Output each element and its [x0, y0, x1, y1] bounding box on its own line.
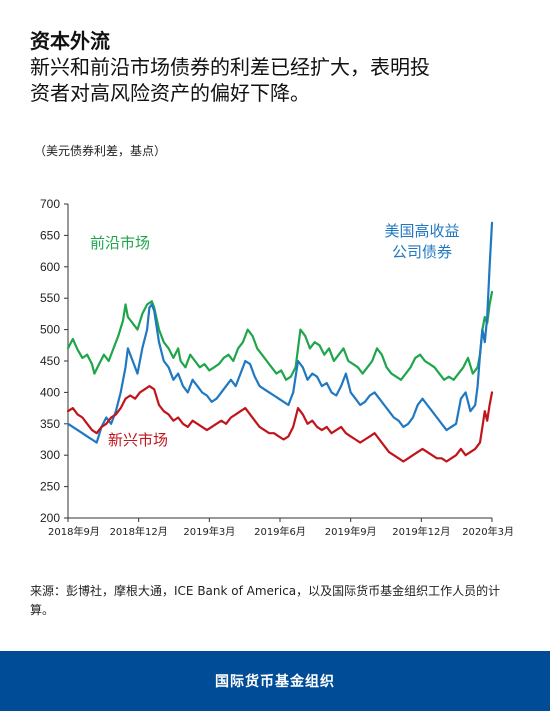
- y-tick-label: 550: [40, 291, 60, 305]
- x-tick-label: 2018年12月: [110, 525, 168, 538]
- subtitle-line-2: 资者对高风险资产的偏好下降。: [30, 81, 310, 105]
- x-tick-label: 2019年12月: [392, 525, 450, 538]
- y-tick-label: 700: [40, 197, 60, 211]
- emerging-series-label: 新兴市场: [108, 431, 168, 449]
- unit-note: （美元债券利差，基点）: [34, 144, 167, 158]
- high-yield-series-line: [66, 221, 494, 444]
- high-yield-series-label: 公司债券: [392, 243, 452, 261]
- y-tick-label: 650: [40, 228, 60, 242]
- y-tick-label: 450: [40, 354, 60, 368]
- x-tick-label: 2018年9月: [48, 525, 100, 538]
- y-tick-label: 250: [40, 480, 60, 494]
- x-tick-label: 2019年9月: [325, 525, 377, 538]
- source-note: 来源：彭博社，摩根大通，ICE Bank of America，以及国际货币基金…: [30, 584, 501, 617]
- line-chart: 200 250 300 350 400 450 500 550 600 650 700 2018年9月…: [40, 197, 514, 538]
- subtitle-line-1: 新兴和前沿市场债券的利差已经扩大，表明投: [30, 55, 430, 79]
- frontier-series-label: 前沿市场: [90, 234, 150, 252]
- y-tick-label: 200: [40, 511, 60, 525]
- y-tick-label: 400: [40, 385, 60, 399]
- page-title: 资本外流: [30, 29, 110, 53]
- header: 资本外流 新兴和前沿市场债券的利差已经扩大，表明投 资者对高风险资产的偏好下降。: [30, 28, 530, 106]
- y-tick-label: 350: [40, 417, 60, 431]
- y-tick-label: 600: [40, 260, 60, 274]
- footer-bar: 国际货币基金组织: [0, 651, 550, 711]
- y-tick-label: 300: [40, 448, 60, 462]
- x-tick-label: 2019年3月: [183, 525, 235, 538]
- x-tick-label: 2020年3月: [462, 525, 514, 538]
- x-tick-label: 2019年6月: [254, 525, 306, 538]
- footer-label: 国际货币基金组织: [215, 674, 335, 690]
- y-tick-label: 500: [40, 323, 60, 337]
- emerging-series-line: [66, 385, 494, 463]
- frontier-series-line: [66, 290, 494, 381]
- high-yield-series-label: 美国高收益: [384, 222, 459, 240]
